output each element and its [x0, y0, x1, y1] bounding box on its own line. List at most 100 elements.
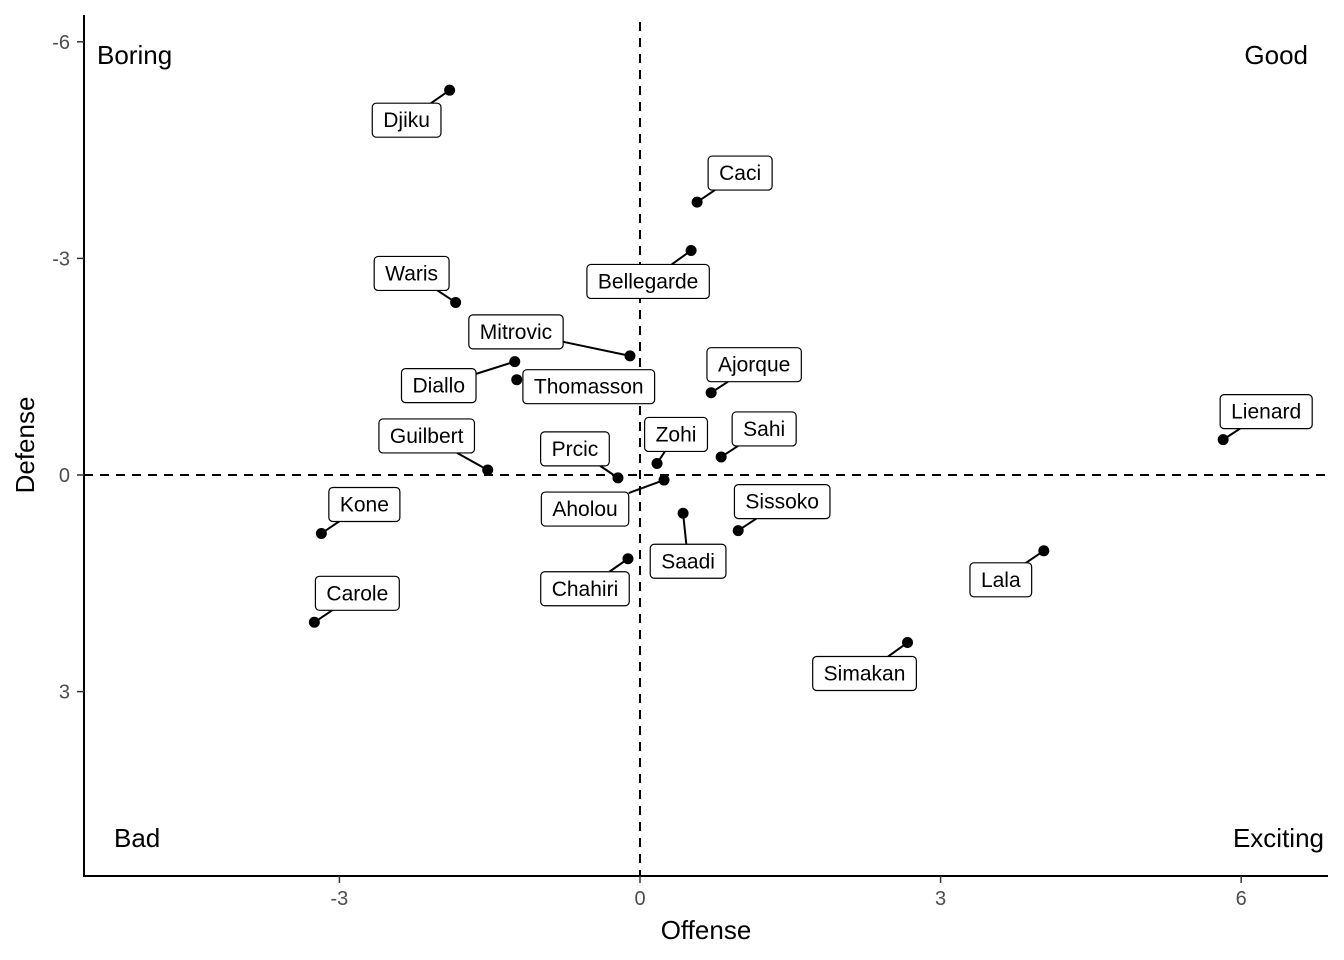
point-thomasson — [511, 374, 523, 386]
point-prcic — [612, 472, 624, 484]
point-mitrovic — [624, 350, 636, 362]
label-text-zohi: Zohi — [656, 423, 697, 446]
point-simakan — [902, 637, 914, 649]
label-text-thomasson: Thomasson — [534, 376, 644, 399]
label-box-sahi — [731, 411, 797, 447]
point-diallo — [509, 356, 521, 368]
label-box-bellegarde — [586, 263, 710, 300]
point-djiku — [444, 84, 456, 96]
label-text-waris: Waris — [385, 262, 438, 285]
axes — [83, 15, 1328, 877]
point-aholou — [658, 474, 670, 486]
label-lienard: Lienard — [1219, 394, 1313, 430]
label-text-saadi: Saadi — [661, 550, 715, 573]
label-sahi: Sahi — [731, 411, 797, 447]
label-thomasson: Thomasson — [522, 369, 656, 405]
label-zohi: Zohi — [644, 416, 709, 453]
point-lienard — [1217, 434, 1229, 446]
label-text-carole: Carole — [326, 582, 388, 605]
label-box-chahiri — [540, 571, 630, 607]
connector-diallo — [475, 360, 516, 375]
label-box-mitrovic — [468, 314, 564, 350]
point-sissoko — [732, 525, 744, 537]
data-points — [308, 84, 1229, 649]
y-tick-label: 0 — [59, 465, 70, 487]
label-djiku: Djiku — [371, 102, 442, 138]
label-carole: Carole — [314, 575, 400, 611]
x-axis-title: Offense — [661, 915, 752, 945]
label-box-kone — [328, 486, 401, 523]
label-prcic: Prcic — [540, 431, 610, 467]
point-guilbert — [482, 464, 494, 476]
label-text-caci: Caci — [719, 162, 761, 185]
label-box-ajorque — [706, 347, 802, 383]
label-diallo: Diallo — [400, 368, 477, 404]
label-box-diallo — [400, 368, 477, 404]
label-simakan: Simakan — [812, 655, 917, 692]
label-text-aholou: Aholou — [552, 498, 617, 521]
point-saadi — [677, 507, 689, 519]
point-caci — [691, 196, 703, 208]
label-box-djiku — [371, 102, 442, 138]
label-text-bellegarde: Bellegarde — [598, 270, 698, 293]
label-box-caci — [707, 155, 773, 191]
quadrant-label-bottom-left: Bad — [114, 823, 160, 853]
label-box-aholou — [540, 491, 630, 527]
label-box-prcic — [540, 431, 610, 467]
label-text-prcic: Prcic — [552, 438, 599, 461]
label-aholou: Aholou — [540, 491, 630, 527]
label-text-simakan: Simakan — [824, 663, 906, 686]
point-sahi — [715, 451, 727, 463]
label-text-sahi: Sahi — [743, 418, 785, 441]
label-text-ajorque: Ajorque — [718, 354, 790, 377]
x-tick-label: -3 — [331, 888, 349, 910]
point-chahiri — [622, 553, 634, 565]
label-box-lala — [969, 562, 1033, 598]
point-ajorque — [705, 387, 717, 399]
label-box-lienard — [1219, 394, 1313, 430]
x-tick-label: 6 — [1236, 888, 1247, 910]
label-box-zohi — [644, 416, 709, 453]
x-tick-label: 3 — [935, 888, 946, 910]
point-carole — [308, 616, 320, 628]
label-waris: Waris — [373, 255, 450, 292]
label-box-waris — [373, 255, 450, 292]
y-tick-label: 3 — [59, 682, 70, 704]
label-box-guilbert — [378, 418, 476, 454]
y-tick-label: -6 — [52, 32, 70, 54]
y-tick-label: -3 — [52, 248, 70, 270]
label-text-mitrovic: Mitrovic — [480, 321, 552, 344]
label-sissoko: Sissoko — [733, 483, 831, 520]
label-text-guilbert: Guilbert — [390, 425, 464, 448]
x-axis-ticks: -3 0 3 6 — [331, 876, 1247, 910]
y-axis-ticks: -6 -3 0 3 — [52, 32, 84, 704]
reference-lines — [84, 22, 1328, 876]
point-lala — [1038, 545, 1050, 557]
label-text-chahiri: Chahiri — [552, 578, 619, 601]
connector-mitrovic — [562, 340, 631, 357]
label-mitrovic: Mitrovic — [468, 314, 564, 350]
point-waris — [450, 296, 462, 308]
quadrant-label-top-left: Boring — [97, 40, 172, 70]
quadrant-label-bottom-right: Exciting — [1233, 823, 1324, 853]
label-box-simakan — [812, 655, 917, 692]
label-kone: Kone — [328, 486, 401, 523]
label-text-lienard: Lienard — [1231, 401, 1301, 424]
label-saadi: Saadi — [649, 543, 727, 579]
label-lala: Lala — [969, 562, 1033, 598]
x-tick-label: 0 — [634, 888, 645, 910]
label-box-carole — [314, 575, 400, 611]
point-zohi — [651, 457, 663, 469]
label-text-djiku: Djiku — [383, 109, 430, 132]
label-text-lala: Lala — [981, 569, 1021, 592]
label-box-sissoko — [733, 483, 831, 520]
label-text-kone: Kone — [340, 493, 389, 516]
point-bellegarde — [685, 244, 697, 256]
label-box-saadi — [649, 543, 727, 579]
label-text-sissoko: Sissoko — [745, 491, 819, 514]
label-ajorque: Ajorque — [706, 347, 802, 383]
y-axis-title: Defense — [10, 397, 40, 494]
label-text-diallo: Diallo — [412, 375, 465, 398]
label-box-thomasson — [522, 369, 656, 405]
